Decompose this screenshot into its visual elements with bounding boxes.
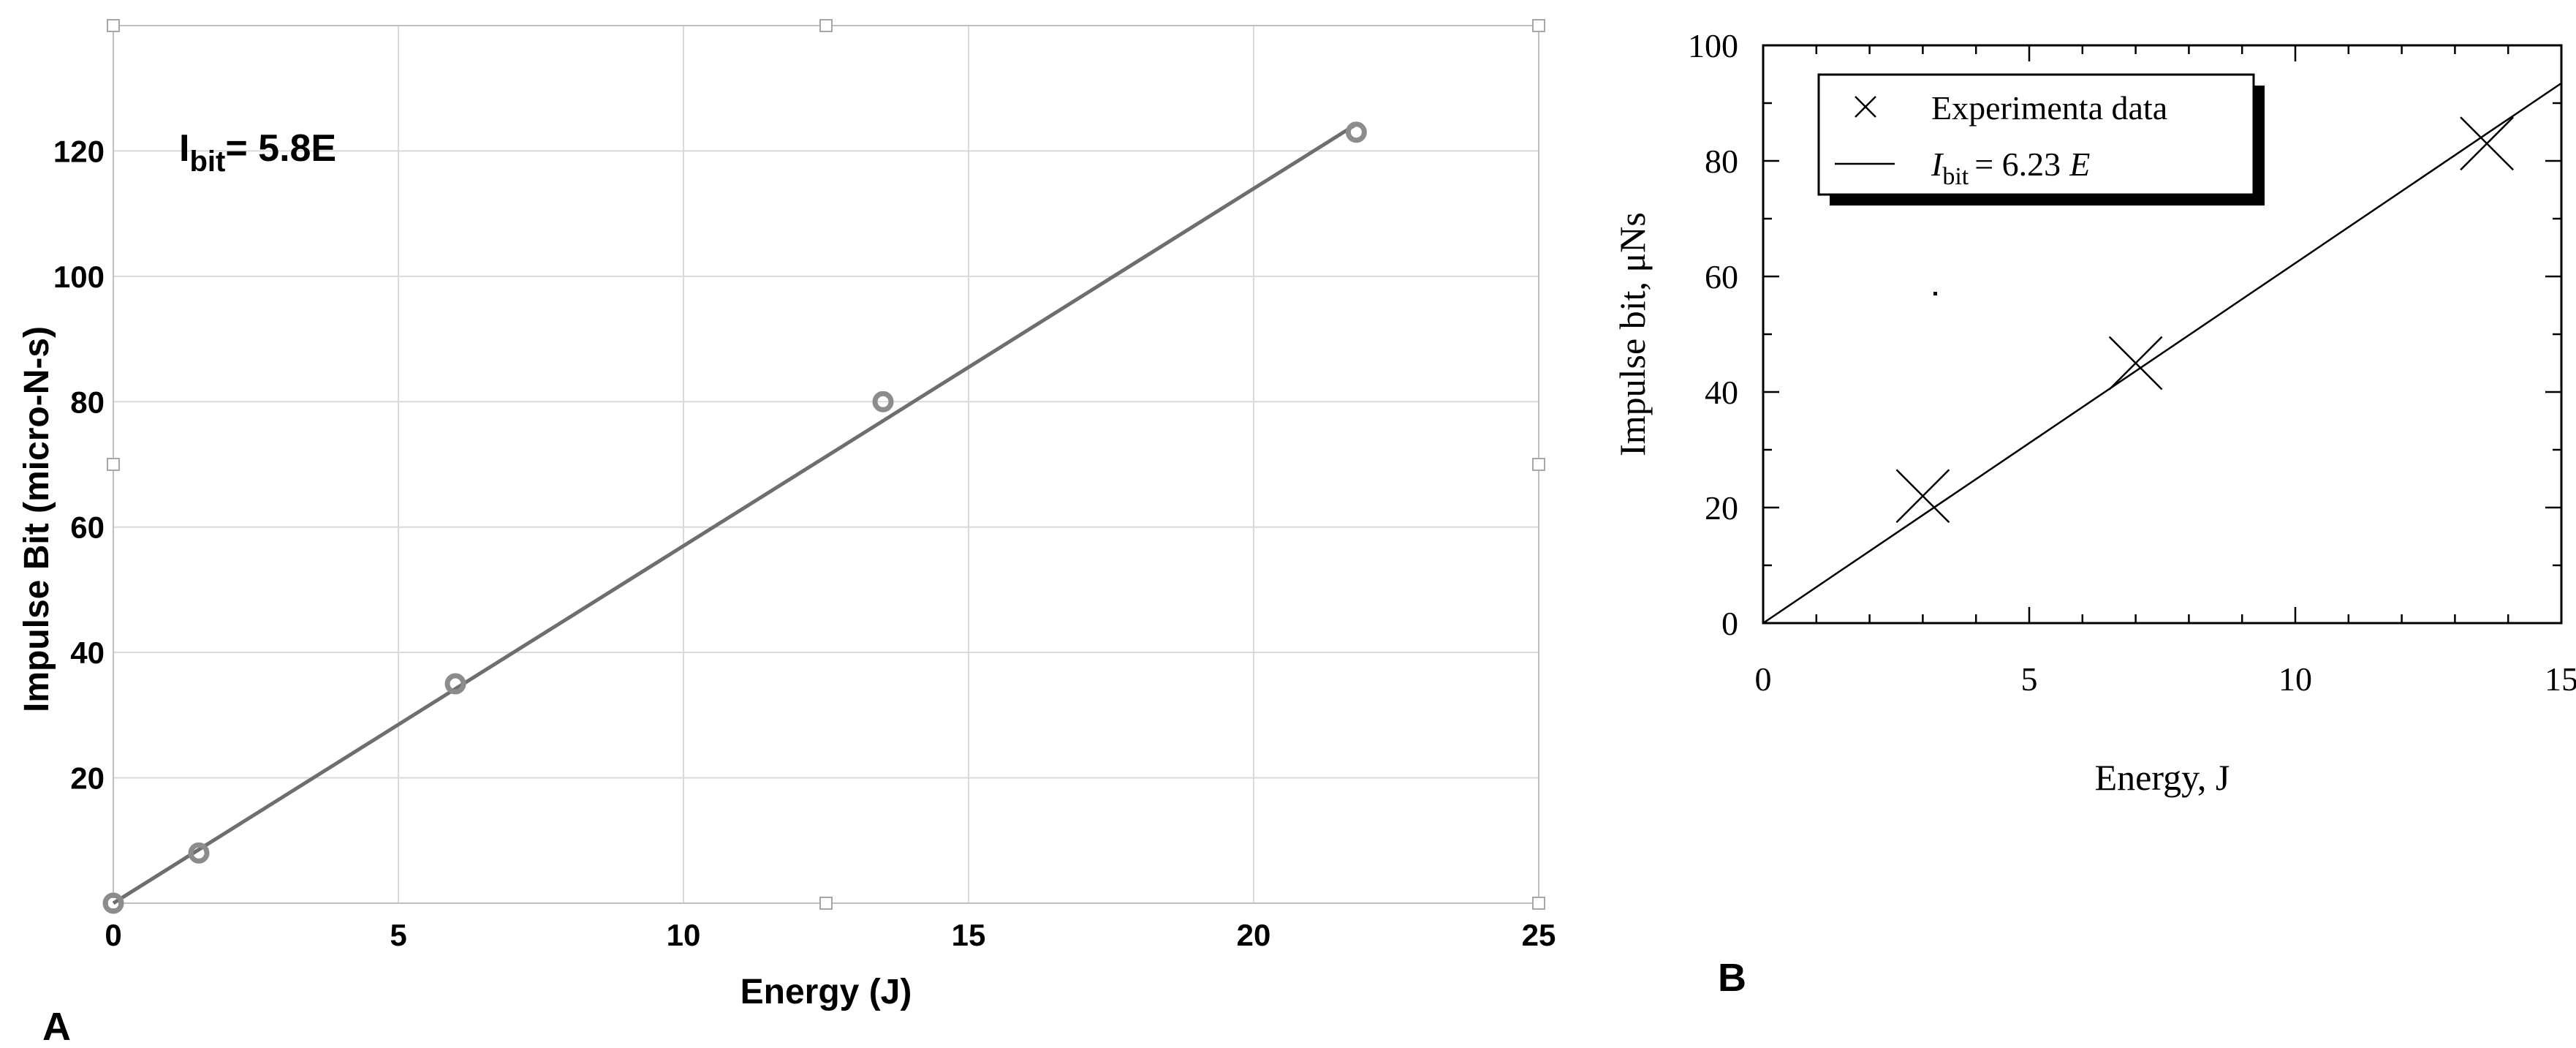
- chart-a-equation-value: = 5.8E: [225, 127, 336, 170]
- chart-b-x-tick-label: 0: [1755, 660, 1772, 698]
- chart-b-y-tick-label: 20: [1705, 489, 1738, 527]
- chart-a-y-tick-label: 20: [70, 761, 105, 796]
- chart-a-x-tick-label: 25: [1522, 918, 1556, 952]
- chart-b-legend-fit-symbol: I: [1931, 146, 1944, 183]
- chart-b-legend-item-fit: Ibit = 6.23 E: [1931, 146, 2090, 190]
- chart-a-resize-handle: [1532, 458, 1545, 471]
- chart-a-x-tick-label: 15: [952, 918, 986, 952]
- chart-a-y-tick-labels: 20 40 60 80 100 120: [53, 134, 105, 795]
- chart-a-resize-handle: [1532, 19, 1545, 32]
- chart-b-legend-box: [1817, 73, 2255, 196]
- chart-b-x-axis-label: Energy, J: [2095, 757, 2230, 798]
- chart-a-equation-subscript: bit: [189, 146, 225, 178]
- chart-a-fit-equation: Ibit= 5.8E: [179, 127, 336, 178]
- panel-label-b: B: [1718, 956, 1746, 1000]
- chart-a-fit-line: [112, 122, 1357, 905]
- chart-a-x-tick-label: 0: [105, 918, 121, 952]
- chart-b-legend-fit-variable: E: [2069, 146, 2090, 183]
- chart-b-y-axis-label: Impulse bit, μNs: [1612, 212, 1653, 456]
- chart-b-data-point: [2108, 336, 2163, 391]
- chart-b-data-point: [2460, 116, 2514, 171]
- chart-a-data-point: [188, 842, 210, 864]
- chart-b-legend-marker-x: [1855, 96, 1876, 118]
- chart-b-x-tick-label: 5: [2021, 660, 2038, 698]
- chart-a-gridlines: [113, 26, 1539, 903]
- chart-b: 0 5 10 15 0 20 40 60 80 100 Experimenta data Ibi…: [1612, 27, 2576, 1000]
- chart-a-fit-line-segment: [112, 122, 1357, 905]
- chart-a-data-point: [872, 391, 894, 412]
- chart-b-legend-fit-value: = 6.23: [1974, 146, 2061, 183]
- chart-b-data-point: [1895, 469, 1950, 524]
- chart-b-data-points: [1895, 116, 2514, 524]
- chart-b-y-tick-label: 40: [1705, 374, 1738, 411]
- chart-b-y-tick-label: 80: [1705, 143, 1738, 180]
- chart-b-y-tick-label: 0: [1721, 605, 1738, 642]
- chart-a-y-tick-label: 120: [53, 134, 105, 168]
- chart-b-legend: Experimenta data Ibit = 6.23 E: [1817, 73, 2265, 206]
- chart-b-y-tick-label: 100: [1688, 27, 1738, 64]
- chart-b-stray-dot: [1933, 292, 1937, 295]
- chart-a-resize-handle: [107, 19, 120, 32]
- chart-b-fit-line: [1762, 82, 2562, 625]
- chart-a-resize-handle: [1532, 897, 1545, 910]
- chart-a-y-tick-label: 80: [70, 385, 105, 419]
- chart-a-x-tick-label: 20: [1237, 918, 1271, 952]
- chart-b-x-tick-label: 10: [2278, 660, 2312, 698]
- chart-a-x-axis-label: Energy (J): [740, 973, 912, 1011]
- chart-a-selection-handles: [107, 19, 1545, 910]
- chart-a-data-point: [1345, 121, 1367, 143]
- chart-a: 0 5 10 15 20 25 20 40 60 80 100 120 Ibit= 5.8E Ene…: [18, 19, 1556, 1048]
- chart-a-resize-handle: [107, 458, 120, 471]
- chart-a-x-tick-label: 5: [390, 918, 406, 952]
- chart-a-y-axis-label: Impulse Bit (micro-N-s): [18, 326, 56, 712]
- chart-b-legend-item-data: Experimenta data: [1931, 89, 2167, 127]
- chart-a-x-tick-label: 10: [667, 918, 701, 952]
- chart-a-data-point: [444, 673, 466, 695]
- chart-a-data-points: [102, 121, 1367, 914]
- chart-a-equation-symbol: I: [179, 127, 189, 170]
- chart-a-x-tick-labels: 0 5 10 15 20 25: [105, 918, 1556, 952]
- chart-a-y-tick-label: 60: [70, 510, 105, 545]
- chart-b-axis-ticks: [1762, 44, 2563, 625]
- panel-label-a: A: [42, 1005, 71, 1048]
- chart-a-resize-handle: [819, 897, 833, 910]
- chart-a-y-tick-label: 40: [70, 636, 105, 670]
- chart-b-x-tick-label: 15: [2545, 660, 2576, 698]
- chart-b-y-tick-labels: 0 20 40 60 80 100: [1688, 27, 1738, 642]
- chart-b-x-tick-labels: 0 5 10 15: [1755, 660, 2576, 698]
- chart-b-y-tick-label: 60: [1705, 258, 1738, 295]
- chart-a-y-tick-label: 100: [53, 260, 105, 294]
- chart-a-data-point: [102, 892, 124, 914]
- chart-b-fit-line-segment: [1762, 82, 2562, 625]
- chart-a-resize-handle: [819, 19, 833, 32]
- chart-b-legend-fit-subscript: bit: [1942, 163, 1969, 190]
